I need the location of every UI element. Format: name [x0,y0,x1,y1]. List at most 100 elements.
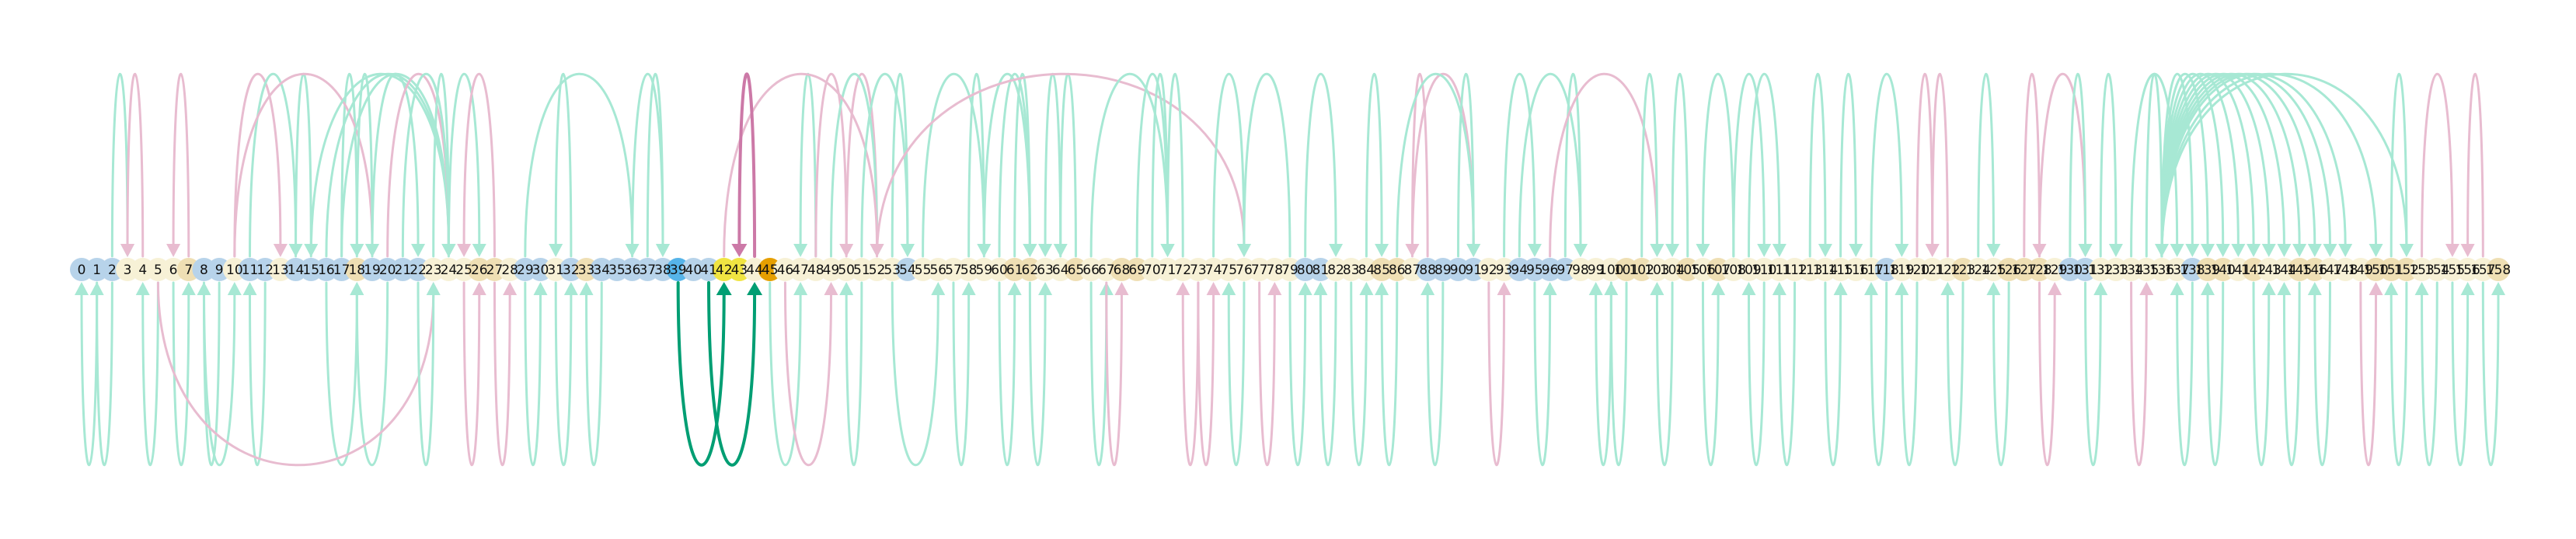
arc-below-12-11 [249,281,267,467]
arrowhead-73-72 [1176,282,1190,295]
arc-above-23-24 [432,72,450,258]
arrowhead-31-32 [563,282,578,295]
arc-above-84-85 [1365,72,1383,258]
arrowhead-34-33 [579,282,594,295]
arc-above-157-156 [2466,72,2484,258]
node-label: 49 [823,263,840,278]
node-label: 8 [200,263,208,278]
node-label: 7 [184,263,193,278]
arrowhead-128-129 [2048,282,2062,295]
arc-below-86-85 [1380,281,1399,467]
arc-above-132-133 [2099,72,2118,258]
arc-below-57-58 [952,281,971,467]
arrowhead-53-56 [931,282,946,295]
node-label: 102 [1629,263,1654,278]
node-label: 51 [853,263,870,278]
arc-below-8-10 [202,281,236,467]
node-label: 47 [792,263,809,278]
node-label: 80 [1297,263,1314,278]
node-label: 143 [2257,263,2281,278]
arc-below-154-153 [2421,281,2438,467]
node-label: 131 [2072,263,2097,278]
arc-above-24-26 [447,72,481,258]
node-label: 19 [364,263,381,278]
arrowhead-134-135 [2139,282,2154,295]
arrowhead-60-61 [1007,282,1022,295]
node-label: 4 [138,263,147,278]
arrowhead-62-63 [1038,282,1053,295]
arc-above-10-19 [233,72,374,258]
node-label: 81 [1312,263,1330,278]
node-label: 132 [2088,263,2113,278]
arc-below-145-144 [2282,281,2301,467]
arc-above-66-71 [1089,72,1169,258]
node-label: 44 [746,263,763,278]
arrowhead-136-146 [2307,244,2322,257]
arrowhead-113-114 [1818,244,1832,257]
node-label: 5 [154,263,162,278]
arrowhead-157-156 [2460,244,2475,257]
arc-below-53-56 [891,281,939,467]
arrowhead-24-26 [472,244,486,257]
arrowhead-110-109 [1741,282,1756,295]
arrowhead-79-80 [1298,282,1312,295]
arrowhead-20-18 [350,282,364,295]
arc-above-37-38 [646,72,664,258]
arc-below-134-135 [2130,281,2148,467]
node-label: 146 [2302,263,2327,278]
node-label: 36 [624,263,641,278]
arc-above-105-104 [1671,72,1689,258]
arc-below-1-0 [80,281,99,467]
arrowhead-29-30 [533,282,548,295]
arrowhead-136-141 [2231,244,2246,257]
arrowhead-152-151 [2384,282,2399,295]
arc-below-62-63 [1028,281,1047,467]
node-label: 77 [1251,263,1268,278]
arrowhead-100-99 [1588,282,1603,295]
node-label: 100 [1598,263,1623,278]
node-label: 93 [1496,263,1513,278]
arc-below-155-156 [2451,281,2470,467]
arc-above-136-150 [2160,72,2378,258]
arc-below-142-143 [2252,281,2271,467]
arrowhead-97-98 [1573,244,1588,257]
arrowhead-136-142 [2247,244,2261,257]
arrowhead-79-76 [1236,244,1251,257]
node-label: 126 [1996,263,2021,278]
node-label: 154 [2424,263,2449,278]
node-label: 30 [532,263,549,278]
arc-below-140-139 [2206,281,2225,467]
node-label: 76 [1236,263,1253,278]
arrowhead-114-115 [1833,282,1848,295]
node-label: 108 [1721,263,1746,278]
node-label: 99 [1588,263,1605,278]
node-label: 18 [348,263,365,278]
node-label: 45 [762,263,779,278]
node-label: 128 [2027,263,2051,278]
arc-above-124-125 [1977,72,1995,258]
node-label: 139 [2195,263,2220,278]
node-label: 74 [1205,263,1222,278]
arrowhead-64-63 [1038,244,1053,257]
arrowhead-10-13 [273,244,288,257]
node-label: 124 [1966,263,1991,278]
arc-above-88-87 [1410,72,1429,258]
node-label: 109 [1736,263,1761,278]
arc-above-29-36 [524,72,634,258]
arrowhead-44-43 [731,244,748,257]
arrowhead-12-11 [242,282,257,295]
arrowhead-72-71 [1160,244,1175,257]
node-label: 24 [441,263,458,278]
arc-above-21-24 [401,72,450,258]
node-label: 9 [215,263,224,278]
node-label: 21 [395,263,412,278]
arc-below-118-117 [1870,281,1888,467]
arc-below-22-23 [417,281,435,467]
node-label: 82 [1327,263,1344,278]
arrowhead-123-122 [1940,282,1955,295]
arc-above-113-114 [1808,72,1827,258]
arc-below-41-44 [707,281,757,467]
arrowhead-118-117 [1863,282,1878,295]
node-label: 147 [2317,263,2342,278]
arc-below-83-84 [1350,281,1368,467]
